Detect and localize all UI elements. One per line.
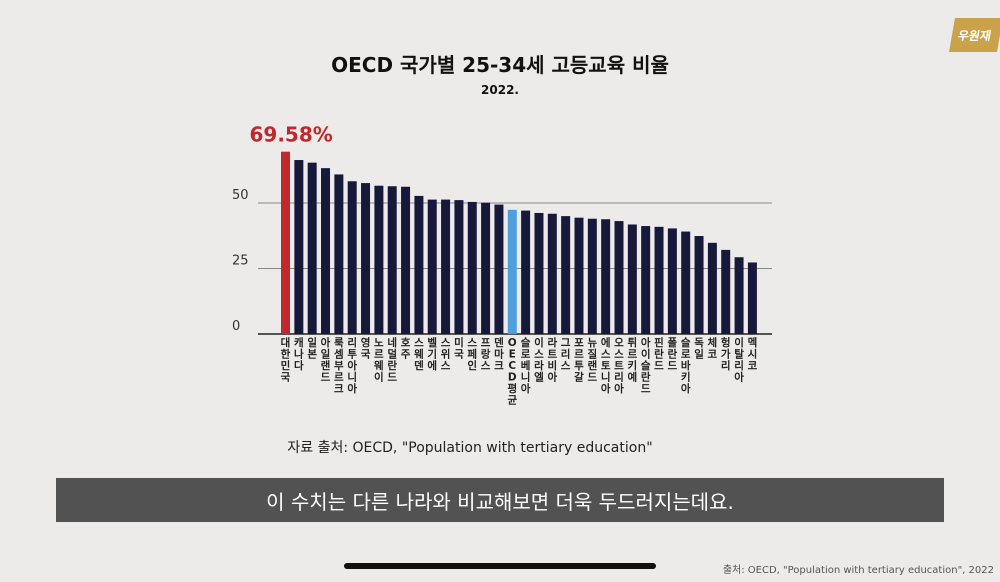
bar-0 <box>281 151 290 334</box>
bar-6 <box>361 183 371 334</box>
bar-20 <box>547 213 557 334</box>
brand-logo: 우원재 <box>949 18 1000 52</box>
y-axis-ticks: 0 25 50 <box>232 188 249 334</box>
bar-11 <box>427 199 437 334</box>
brand-label: 우원재 <box>956 28 993 43</box>
bar-23 <box>587 218 597 334</box>
bar-25 <box>614 221 624 334</box>
bar-7 <box>374 185 384 334</box>
bar-24 <box>601 219 611 334</box>
bar-22 <box>574 217 584 334</box>
bar-15 <box>481 202 491 334</box>
video-progress-bar[interactable] <box>344 563 656 569</box>
bar-14 <box>467 201 477 334</box>
bar-2 <box>307 162 317 334</box>
bars <box>281 151 757 334</box>
bar-16 <box>494 204 504 334</box>
bar-33 <box>721 249 731 334</box>
bar-30 <box>681 231 691 334</box>
category-labels: 대 한 민 국캐 나 다일 본 아 일 랜 드룩 셈 부 르 크리 투 아 니 아 영 국노 르 웨 이네 덜 란 드 호 주스 웨 덴벨 기… <box>281 336 758 407</box>
bar-1 <box>294 160 304 334</box>
bar-9 <box>401 186 411 334</box>
bar-12 <box>441 199 451 334</box>
bar-18 <box>521 210 531 334</box>
bar-8 <box>387 186 397 334</box>
bar-4 <box>334 174 344 334</box>
bar-28 <box>654 226 664 334</box>
highlight-value-label: 69.58% <box>250 123 333 147</box>
y-tick-label: 25 <box>232 254 249 269</box>
y-tick-label: 0 <box>232 319 240 334</box>
bar-34 <box>734 257 744 334</box>
bar-5 <box>347 181 357 334</box>
bar-29 <box>667 228 677 334</box>
corner-source-note: 출처: OECD, "Population with tertiary educ… <box>722 565 994 576</box>
chart-title: OECD 국가별 25-34세 고등교육 비율 <box>331 53 669 77</box>
bar-32 <box>707 242 717 334</box>
y-tick-label: 50 <box>232 188 249 203</box>
caption-text: 이 수치는 다른 나라와 비교해보면 더욱 두드러지는데요. <box>266 489 734 514</box>
source-note: 자료 출처: OECD, "Population with tertiary e… <box>287 440 652 456</box>
video-caption: 이 수치는 다른 나라와 비교해보면 더욱 두드러지는데요. <box>56 478 944 522</box>
chart-subtitle: 2022. <box>481 83 519 97</box>
bar-26 <box>627 224 637 334</box>
bar-27 <box>641 226 651 334</box>
bar-35 <box>747 262 757 334</box>
bar-3 <box>321 168 331 334</box>
bar-17 <box>507 209 517 334</box>
bar-10 <box>414 195 424 334</box>
bar-21 <box>561 216 571 334</box>
bar-13 <box>454 200 464 334</box>
bar-31 <box>694 236 704 334</box>
bar-19 <box>534 212 544 334</box>
